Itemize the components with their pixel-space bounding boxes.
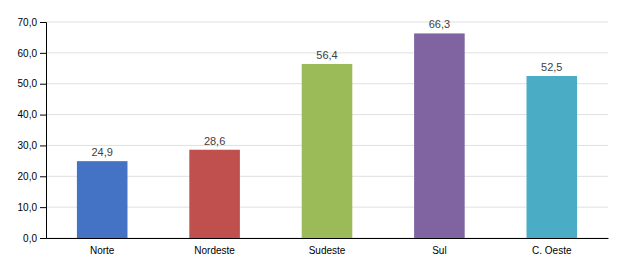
bar (189, 150, 240, 238)
tick-label: 50,0 (18, 78, 38, 89)
tick-mark (40, 176, 46, 177)
tick-label: Norte (90, 245, 115, 256)
bar (77, 161, 128, 238)
y-axis: 0,0 10,0 20,0 30,0 40,0 50,0 60,0 70,0 (18, 17, 47, 244)
tick-label: 20,0 (18, 171, 38, 182)
tick: Sul (432, 245, 446, 256)
tick-mark (40, 207, 46, 208)
tick: Nordeste (194, 245, 235, 256)
tick-label: 60,0 (18, 48, 38, 59)
data-label: 24,9 (91, 146, 112, 158)
tick-mark (40, 22, 46, 23)
tick: 40,0 (18, 109, 46, 120)
bars (77, 33, 577, 238)
grid-line (46, 22, 608, 23)
tick: 60,0 (18, 48, 46, 59)
axis-line (47, 238, 609, 239)
tick-label: Sul (432, 245, 446, 256)
tick-label: 40,0 (18, 109, 38, 120)
x-axis: Norte Nordeste Sudeste Sul C. Oeste (47, 239, 609, 257)
tick-label: 70,0 (18, 17, 38, 28)
tick-mark (40, 145, 46, 146)
tick-label: Nordeste (194, 245, 235, 256)
bar (302, 64, 353, 238)
tick: 50,0 (18, 78, 46, 89)
tick-label: Sudeste (309, 245, 346, 256)
axis-line (40, 23, 47, 239)
tick-label: 10,0 (18, 202, 38, 213)
tick: Sudeste (309, 245, 346, 256)
data-label: 52,5 (541, 61, 562, 73)
tick-mark (40, 84, 46, 85)
tick: 0,0 (23, 233, 46, 244)
tick-label: 30,0 (18, 140, 38, 151)
tick-mark (40, 53, 46, 54)
bar (414, 33, 465, 238)
tick: 30,0 (18, 140, 46, 151)
tick: 70,0 (18, 17, 46, 28)
data-label: 28,6 (204, 135, 225, 147)
plot: 0,0 10,0 20,0 30,0 40,0 50,0 60,0 70,0 Norte Nord… (18, 17, 609, 256)
bar (527, 76, 578, 238)
tick: 10,0 (18, 202, 46, 213)
data-labels: 24,9 28,6 56,4 66,3 52,5 (91, 18, 562, 158)
tick: C. Oeste (532, 245, 572, 256)
tick-mark (40, 115, 46, 116)
grid (46, 22, 608, 238)
tick: Norte (90, 245, 115, 256)
tick: 20,0 (18, 171, 46, 182)
data-label: 66,3 (429, 18, 450, 30)
tick-mark (40, 238, 46, 239)
tick-label: C. Oeste (532, 245, 572, 256)
chart: 0,0 10,0 20,0 30,0 40,0 50,0 60,0 70,0 Norte Nord… (0, 0, 624, 268)
data-label: 56,4 (316, 49, 337, 61)
tick-label: 0,0 (23, 233, 37, 244)
